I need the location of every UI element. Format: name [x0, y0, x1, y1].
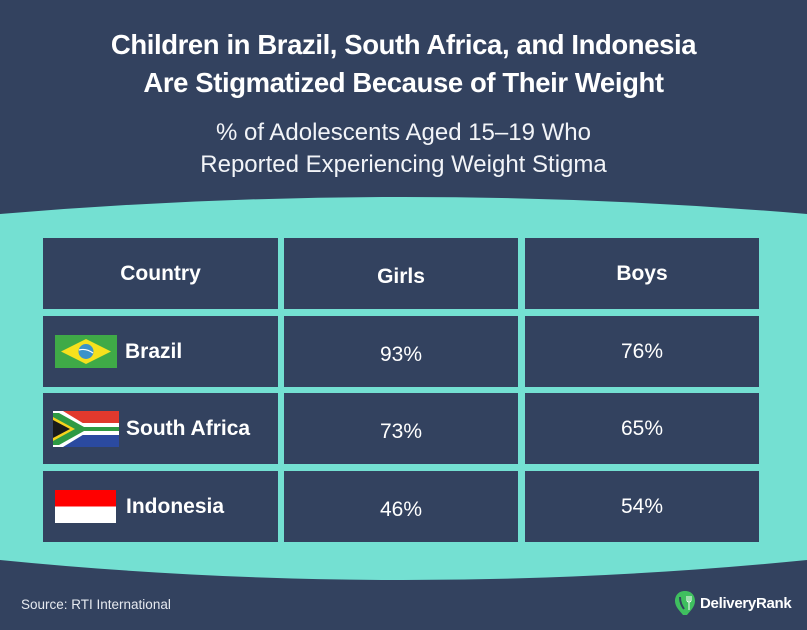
indonesia-flag-icon [55, 490, 116, 523]
table-cell-indonesia-boys: 54% [525, 471, 759, 542]
column-header-girls: Girls [284, 238, 518, 309]
subtitle-line-2: Reported Experiencing Weight Stigma [200, 151, 607, 178]
fork-leaf-icon [675, 591, 695, 615]
south-africa-flag-icon [53, 410, 119, 447]
table-cell-indonesia-girls: 46% [284, 471, 518, 542]
source-note: Source: RTI International [21, 597, 171, 612]
table-row-brazil-country: Brazil [43, 316, 278, 387]
country-name: South Africa [126, 416, 251, 440]
table-cell-south-africa-boys: 65% [525, 393, 759, 464]
page-subtitle: % of Adolescents Aged 15–19 Who Reported… [0, 117, 807, 181]
table-cell-south-africa-girls: 73% [284, 393, 518, 464]
table-cell-brazil-girls: 93% [284, 316, 518, 387]
column-header-country: Country [43, 238, 278, 309]
title-line-1: Children in Brazil, South Africa, and In… [110, 29, 697, 60]
logo-text: DeliveryRank [700, 594, 792, 612]
table-cell-brazil-boys: 76% [525, 316, 759, 387]
table-row-indonesia-country: Indonesia [43, 471, 278, 542]
title-line-2: Are Stigmatized Because of Their Weight [143, 67, 664, 98]
brazil-flag-icon [55, 335, 117, 368]
country-name: Indonesia [126, 494, 225, 518]
deliveryrank-logo: DeliveryRank [674, 590, 792, 616]
data-table: Country Girls Boys Brazil 93% 76% South … [43, 238, 759, 542]
country-name: Brazil [125, 339, 183, 363]
table-row-south-africa-country: South Africa [43, 393, 278, 464]
page-title: Children in Brazil, South Africa, and In… [0, 26, 807, 102]
column-header-boys: Boys [525, 238, 759, 309]
subtitle-line-1: % of Adolescents Aged 15–19 Who [216, 119, 591, 146]
